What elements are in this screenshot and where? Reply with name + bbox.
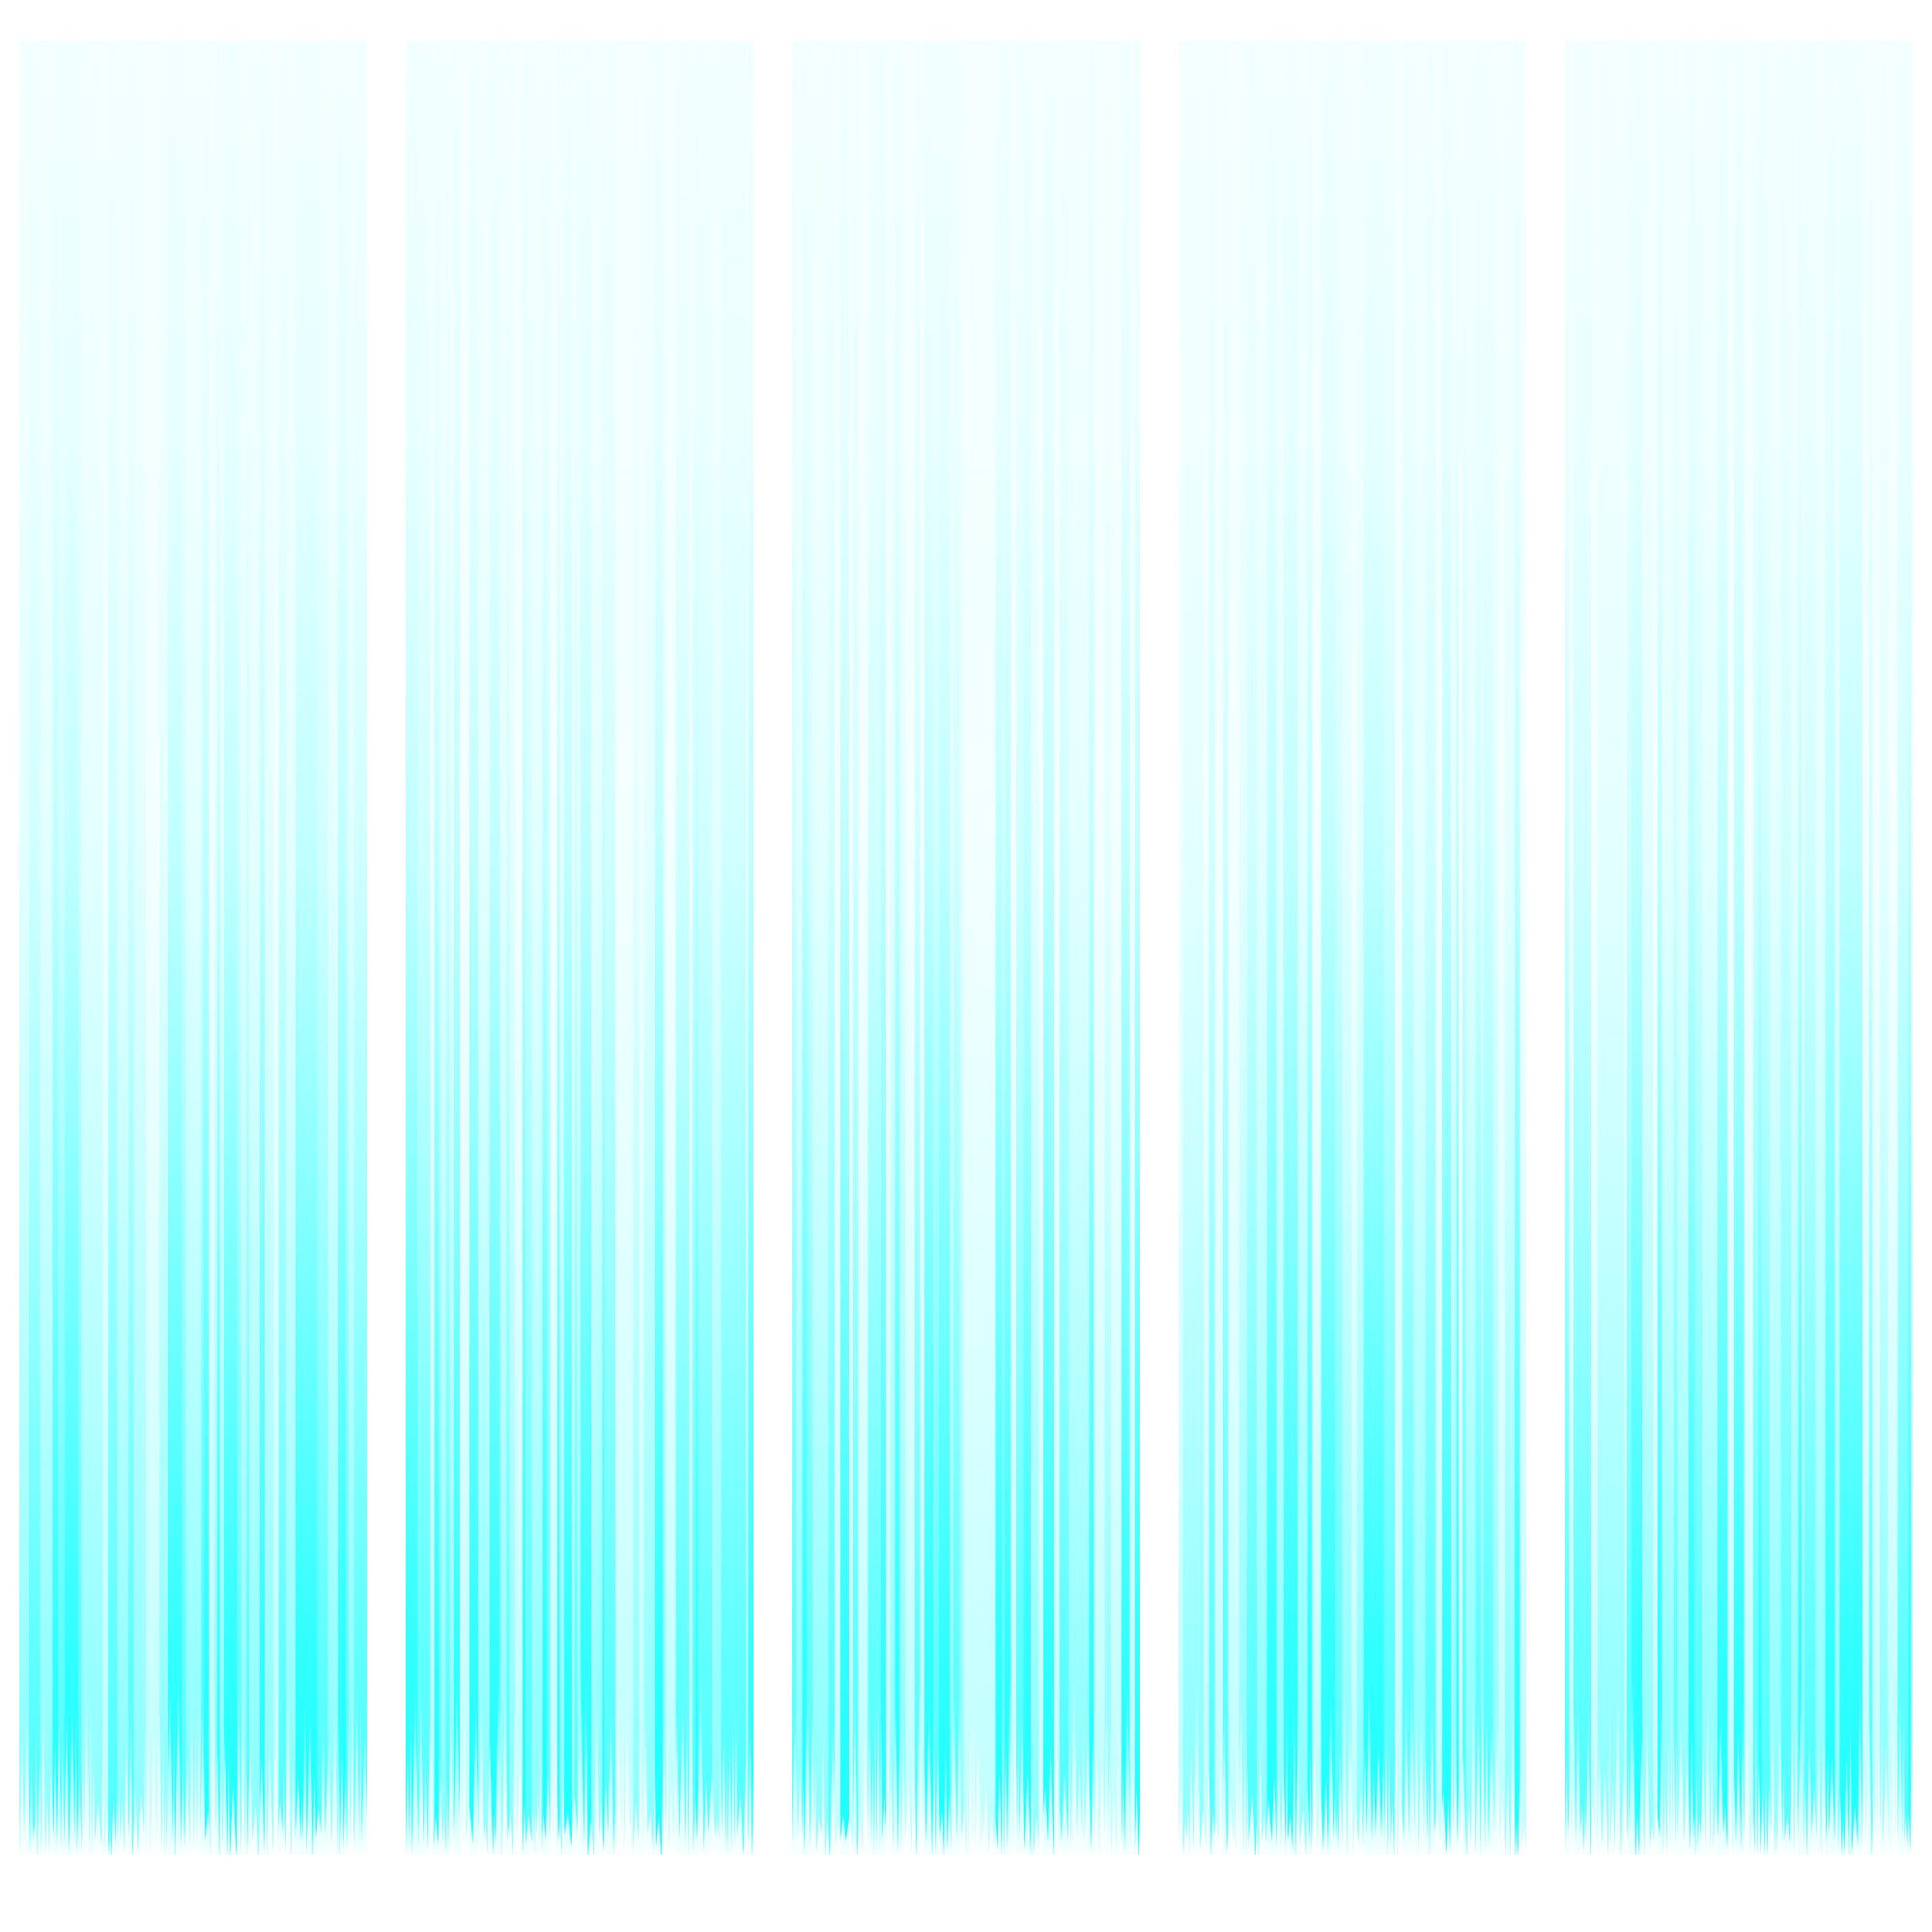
curtain-fringe bbox=[19, 1640, 367, 1862]
fringe-spike-shape bbox=[792, 1662, 1140, 1862]
fringe-spikes bbox=[1565, 1662, 1913, 1862]
fringe-bottom-edge bbox=[19, 1855, 367, 1862]
fringe-bottom-edge bbox=[1565, 1855, 1913, 1862]
fringe-bottom-edge bbox=[406, 1855, 753, 1862]
fringe-spike-shape bbox=[1565, 1662, 1913, 1862]
fringe-bottom-edge bbox=[792, 1855, 1140, 1862]
curtain-fringe bbox=[1179, 1640, 1526, 1862]
curtain-panel-4 bbox=[1179, 41, 1526, 1862]
curtain-streaks bbox=[1179, 41, 1526, 1862]
fringe-spike-shape bbox=[19, 1661, 367, 1862]
curtain-streaks bbox=[406, 41, 753, 1862]
fringe-spikes bbox=[792, 1662, 1140, 1862]
curtain-streaks bbox=[1565, 41, 1913, 1862]
fringe-bottom-edge bbox=[1179, 1855, 1526, 1862]
fringe-spikes bbox=[1179, 1662, 1526, 1862]
fringe-spikes bbox=[19, 1661, 367, 1862]
curtain-fringe bbox=[1565, 1640, 1913, 1862]
curtain-panel-3 bbox=[792, 41, 1140, 1862]
curtain-panel-1 bbox=[19, 41, 367, 1862]
fringe-spike-shape bbox=[1179, 1662, 1526, 1862]
fringe-spikes bbox=[406, 1661, 753, 1862]
curtain-streaks bbox=[792, 41, 1140, 1862]
curtain-fringe bbox=[406, 1640, 753, 1862]
fringe-spike-shape bbox=[406, 1661, 753, 1862]
curtain-fringe bbox=[792, 1640, 1140, 1862]
curtain-streaks bbox=[19, 41, 367, 1862]
curtain-panel-2 bbox=[406, 41, 753, 1862]
curtain-panel-5 bbox=[1565, 41, 1913, 1862]
